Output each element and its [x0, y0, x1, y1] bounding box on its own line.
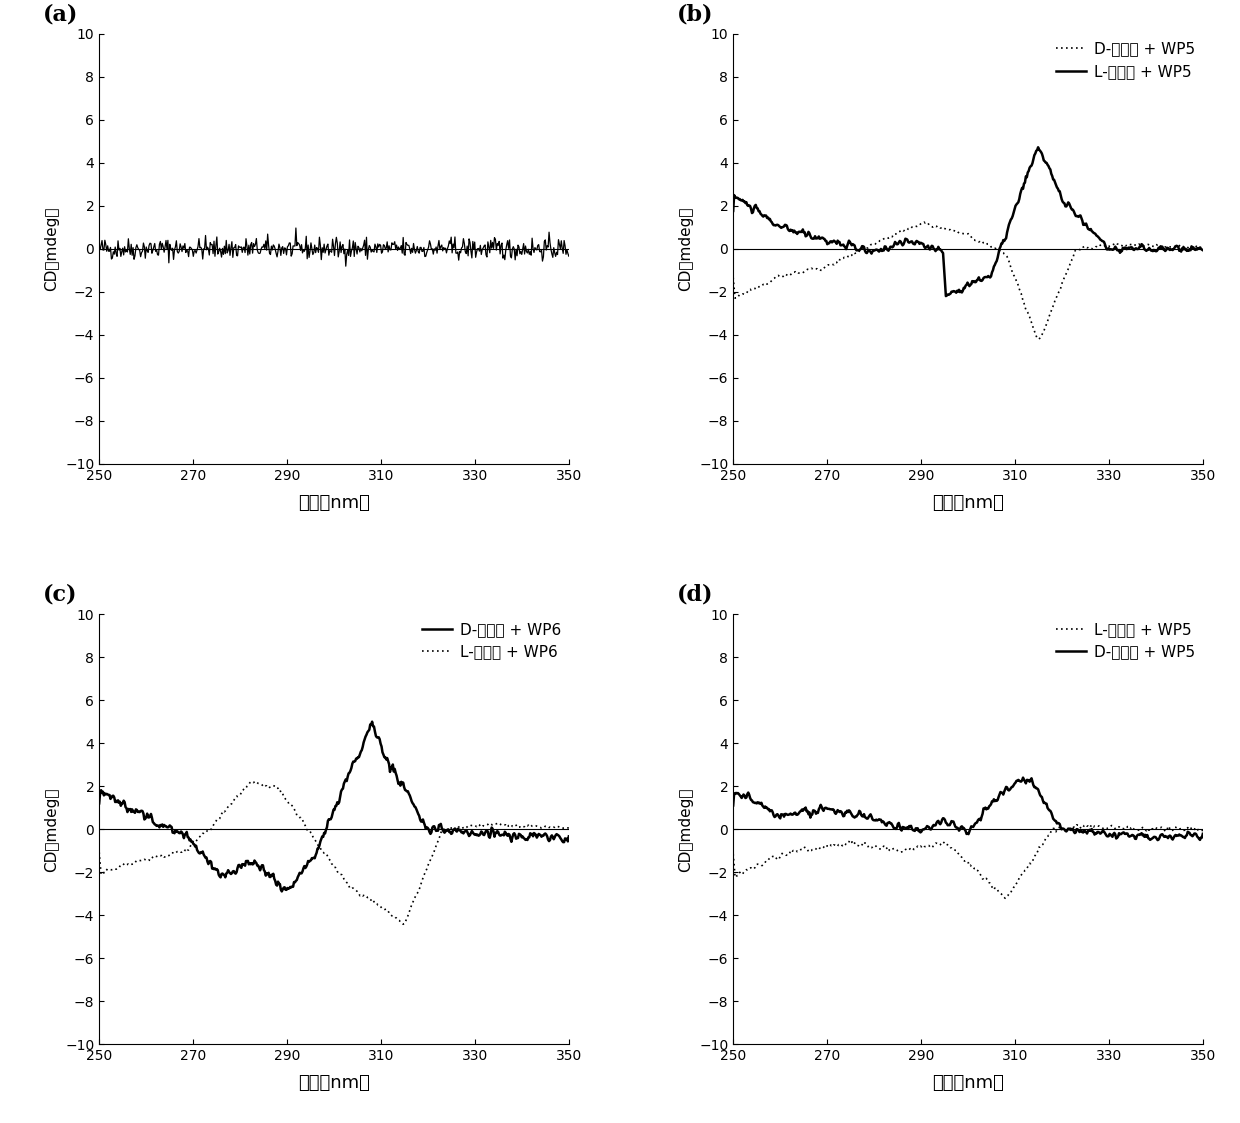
Legend: L-赖氨酸 + WP5, D-赖氨酸 + WP5: L-赖氨酸 + WP5, D-赖氨酸 + WP5 — [1055, 622, 1195, 659]
X-axis label: 波长（nm）: 波长（nm） — [298, 1075, 370, 1093]
Y-axis label: CD（mdeg）: CD（mdeg） — [45, 787, 60, 871]
X-axis label: 波长（nm）: 波长（nm） — [932, 1075, 1004, 1093]
Text: (d): (d) — [677, 584, 713, 605]
Text: (c): (c) — [43, 584, 77, 605]
Legend: D-精氨酸 + WP5, L-精氨酸 + WP5: D-精氨酸 + WP5, L-精氨酸 + WP5 — [1055, 42, 1195, 79]
Y-axis label: CD（mdeg）: CD（mdeg） — [45, 207, 60, 291]
Y-axis label: CD（mdeg）: CD（mdeg） — [678, 787, 693, 871]
Text: (b): (b) — [677, 3, 713, 25]
Text: (a): (a) — [43, 3, 78, 25]
X-axis label: 波长（nm）: 波长（nm） — [932, 494, 1004, 512]
Legend: D-精氨酸 + WP6, L-精氨酸 + WP6: D-精氨酸 + WP6, L-精氨酸 + WP6 — [422, 622, 562, 659]
X-axis label: 波长（nm）: 波长（nm） — [298, 494, 370, 512]
Y-axis label: CD（mdeg）: CD（mdeg） — [678, 207, 693, 291]
